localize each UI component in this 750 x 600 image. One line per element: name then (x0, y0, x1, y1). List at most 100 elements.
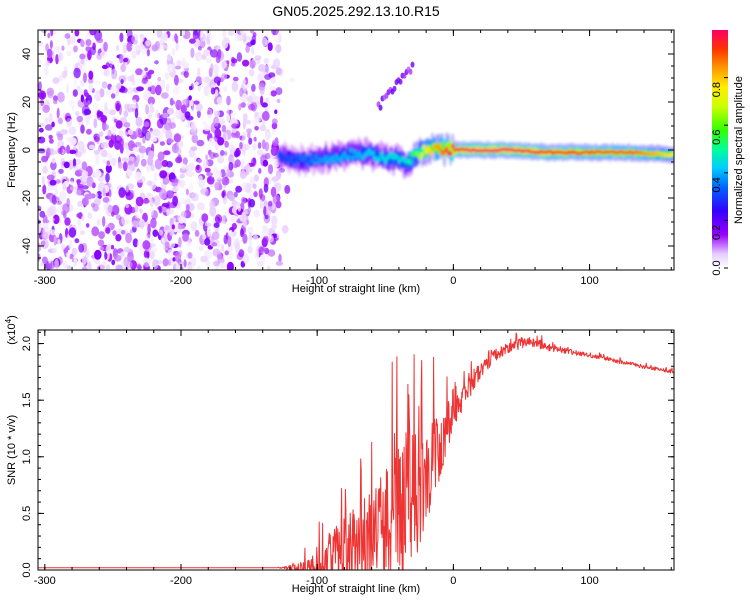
noise-blob (235, 130, 241, 139)
spectrogram-noise-region (38, 30, 296, 270)
snr-x-tick-label: -200 (170, 575, 192, 587)
spectrogram-y-tick-label: -40 (21, 238, 33, 254)
spectrogram-x-label: Height of straight line (km) (292, 283, 420, 295)
noise-blob (52, 150, 58, 155)
ridge-cell (285, 154, 290, 160)
snr-panel: -300 -200 -100 0 100 0.0 0.5 1.0 1.5 2.0 Height … (4, 315, 675, 595)
noise-blob (249, 59, 256, 69)
noise-blob (205, 190, 210, 197)
noise-blob (203, 125, 211, 132)
noise-blob (41, 239, 49, 250)
noise-blob (191, 104, 195, 112)
noise-blob (145, 131, 151, 142)
noise-blob (81, 197, 89, 206)
ridge-cell (342, 151, 347, 157)
noise-blob (66, 252, 71, 258)
noise-blob (196, 202, 205, 211)
noise-blob (258, 188, 263, 199)
noise-blob (175, 156, 183, 164)
noise-blob (268, 234, 274, 243)
noise-blob (156, 131, 164, 139)
spectrogram-x-tick-label: 100 (580, 275, 598, 287)
snr-y-scale-base: (x10 (6, 323, 18, 344)
noise-blob (249, 189, 254, 201)
noise-blob (96, 109, 101, 119)
noise-blob (162, 112, 169, 119)
noise-blob (208, 137, 216, 146)
ridge-cell (377, 156, 382, 162)
noise-blob (241, 211, 247, 220)
noise-blob (54, 188, 59, 197)
noise-blob (48, 134, 53, 140)
noise-blob (224, 151, 228, 156)
noise-blob (271, 176, 280, 182)
noise-blob (231, 222, 237, 230)
noise-blob (112, 230, 117, 236)
noise-blob (155, 84, 162, 96)
noise-blob (103, 69, 110, 77)
noise-blob (149, 198, 154, 207)
noise-blob (45, 147, 51, 159)
ridge-cell (346, 155, 351, 160)
noise-blob (259, 199, 263, 209)
noise-blob (191, 134, 198, 144)
noise-blob (118, 75, 127, 83)
noise-blob (52, 214, 60, 225)
noise-blob (46, 48, 53, 59)
noise-blob (102, 187, 106, 197)
noise-blob (100, 141, 109, 149)
noise-blob (227, 143, 236, 151)
noise-blob (92, 103, 99, 110)
noise-blob (150, 137, 158, 142)
noise-blob (72, 89, 78, 97)
noise-blob (221, 73, 228, 80)
noise-blob (131, 220, 139, 228)
noise-blob (263, 206, 267, 216)
noise-blob (75, 110, 80, 117)
noise-blob (73, 67, 81, 79)
noise-blob (167, 107, 175, 115)
noise-blob (198, 175, 203, 182)
noise-blob (118, 187, 126, 199)
noise-blob (144, 221, 150, 226)
noise-blob (105, 89, 111, 95)
noise-blob (149, 85, 157, 95)
noise-blob (224, 250, 230, 256)
noise-blob (204, 167, 211, 173)
noise-blob (218, 262, 226, 269)
snr-y-tick-label: 0.5 (21, 506, 33, 521)
spectrogram-x-ticks: -300 -200 -100 0 100 (34, 30, 672, 287)
noise-blob (284, 184, 291, 194)
noise-blob (116, 44, 120, 52)
noise-blob (242, 253, 249, 264)
noise-blob (132, 147, 138, 152)
noise-blob (74, 238, 80, 244)
noise-blob (202, 159, 209, 168)
noise-blob (185, 115, 194, 121)
noise-blob (163, 224, 171, 234)
noise-blob (87, 100, 91, 106)
noise-blob (140, 158, 147, 167)
noise-blob (38, 58, 42, 66)
noise-blob (275, 44, 282, 54)
noise-blob (46, 207, 54, 217)
noise-blob (126, 251, 134, 263)
noise-blob (213, 152, 219, 158)
ridge-cell (305, 161, 310, 166)
noise-blob (278, 253, 282, 263)
snr-x-ticks: -300 -200 -100 0 100 (34, 330, 672, 587)
noise-blob (208, 32, 212, 41)
noise-blob (167, 259, 171, 266)
colorbar-tick-label: 0.6 (711, 130, 723, 145)
noise-blob (204, 221, 209, 227)
noise-blob (206, 226, 212, 238)
noise-blob (254, 55, 262, 61)
noise-blob (267, 164, 274, 175)
noise-blob (115, 234, 122, 242)
noise-blob (83, 108, 92, 116)
noise-blob (177, 78, 184, 84)
streak-dot (408, 68, 413, 75)
noise-blob (74, 150, 83, 158)
noise-blob (68, 126, 77, 135)
spectrogram-y-tick-label: -20 (21, 190, 33, 206)
